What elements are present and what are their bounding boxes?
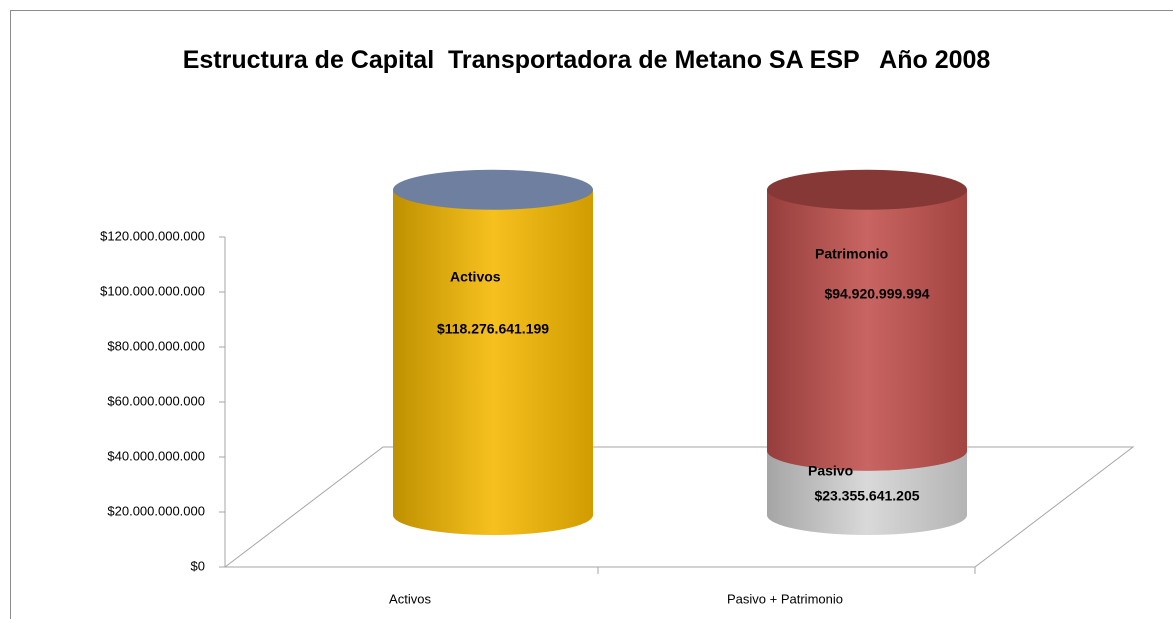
cylinder [767,169,967,471]
bar [393,189,593,515]
y-tick-label: $80.000.000.000 [107,338,205,353]
series-label: Pasivo [808,463,853,479]
y-tick-label: $60.000.000.000 [107,393,205,408]
series-label: Patrimonio [815,246,888,262]
data-label: $23.355.641.205 [814,488,919,504]
chart-title: Estructura de Capital Transportadora de … [182,46,991,74]
data-label: $118.276.641.199 [437,321,549,337]
y-tick-label: $120.000.000.000 [100,228,205,243]
cylinder-top [767,169,967,210]
x-tick-label: Pasivo + Patrimonio [727,591,843,606]
bar [767,189,967,451]
data-label: $94.920.999.994 [824,286,929,302]
cylinder [393,169,593,535]
cylinder-top [393,169,593,210]
plot [393,169,967,535]
y-tick-label: $100.000.000.000 [100,283,205,298]
y-tick-label: $40.000.000.000 [107,448,205,463]
y-tick-label: $0 [191,558,205,573]
y-tick-label: $20.000.000.000 [107,503,205,518]
series-label: Activos [450,269,501,285]
x-tick-label: Activos [389,591,431,606]
